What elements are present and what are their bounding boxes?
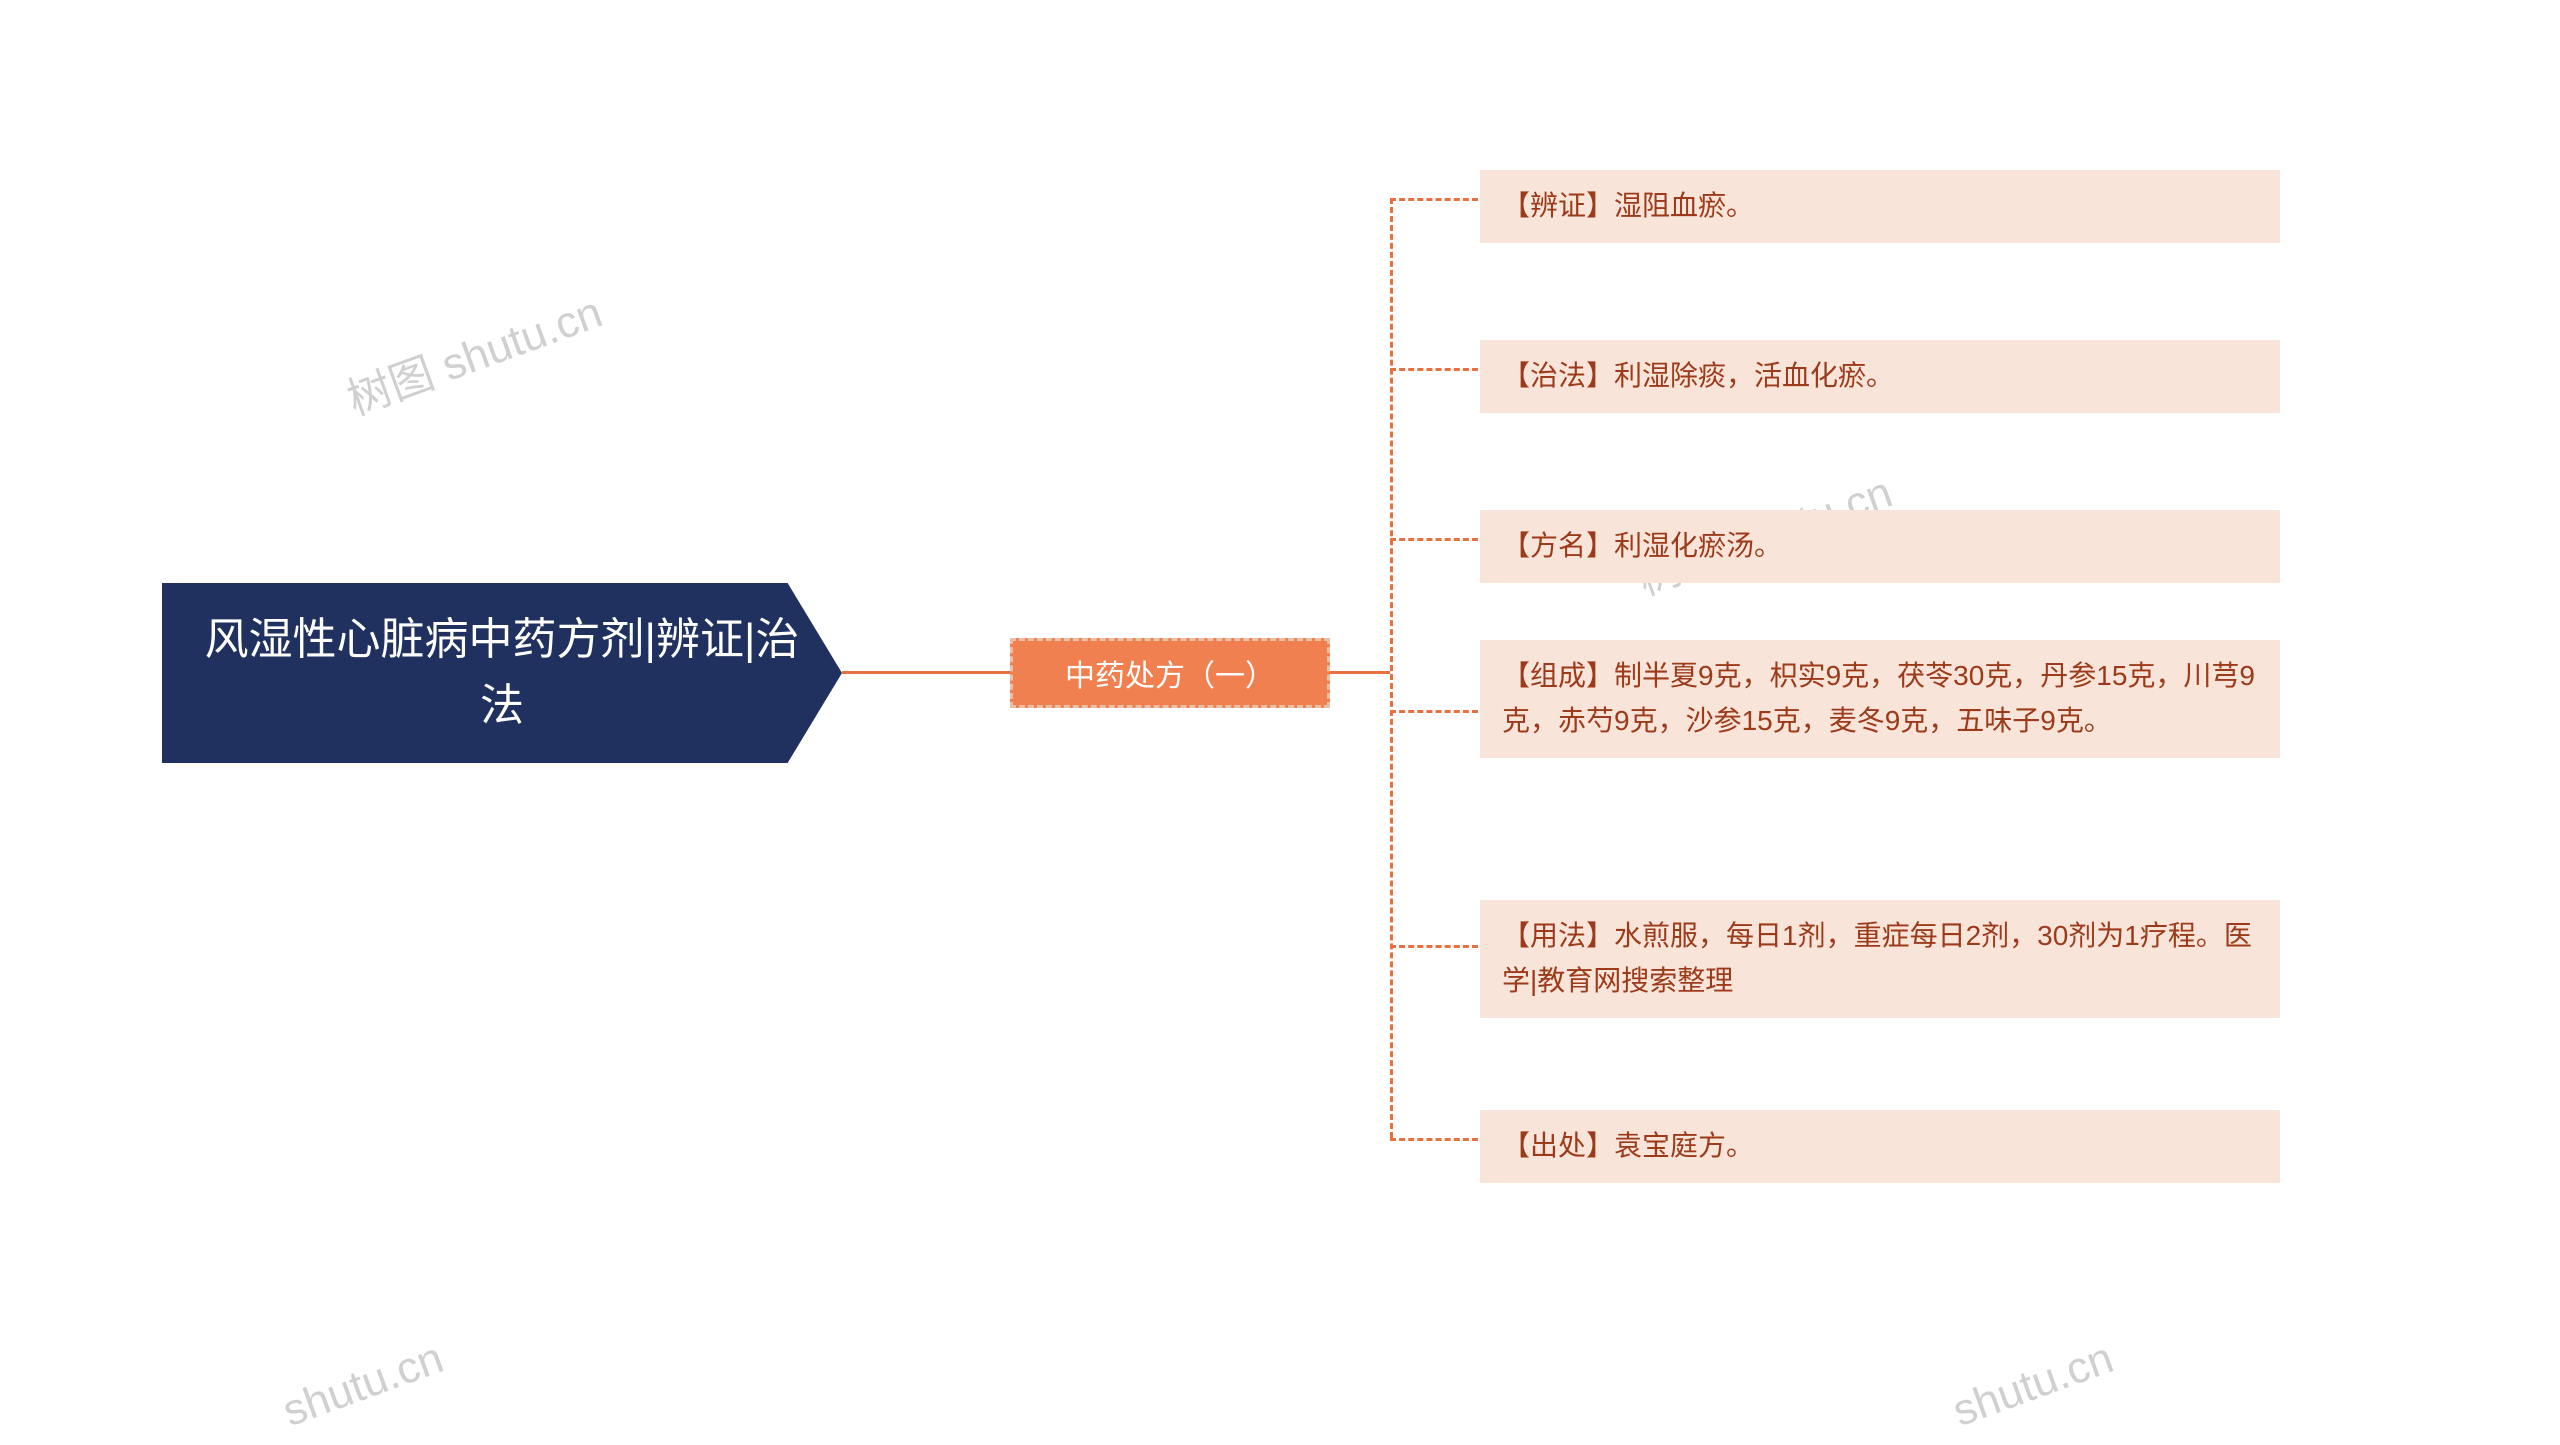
leaf-text: 【出处】袁宝庭方。	[1502, 1130, 1754, 1161]
leaf-text: 【组成】制半夏9克，枳实9克，茯苓30克，丹参15克，川芎9克，赤芍9克，沙参1…	[1502, 660, 2255, 736]
connector-vertical-trunk	[1390, 198, 1393, 1138]
leaf-text: 【方名】利湿化瘀汤。	[1502, 530, 1782, 561]
connector-mid-branch	[1330, 671, 1390, 674]
root-node: 风湿性心脏病中药方剂|辨证|治法	[162, 583, 842, 763]
connector-root-mid	[842, 671, 1010, 674]
connector-leaf-6	[1390, 1138, 1478, 1141]
leaf-node-4: 【组成】制半夏9克，枳实9克，茯苓30克，丹参15克，川芎9克，赤芍9克，沙参1…	[1480, 640, 2280, 758]
leaf-node-3: 【方名】利湿化瘀汤。	[1480, 510, 2280, 583]
leaf-node-5: 【用法】水煎服，每日1剂，重症每日2剂，30剂为1疗程。医学|教育网搜索整理	[1480, 900, 2280, 1018]
connector-leaf-2	[1390, 368, 1478, 371]
mid-node: 中药处方（一）	[1010, 638, 1330, 708]
connector-leaf-3	[1390, 538, 1478, 541]
watermark: shutu.cn	[276, 1333, 449, 1437]
mindmap-container: 树图 shutu.cn 树图 shutu.cn shutu.cn shutu.c…	[0, 0, 2560, 1445]
connector-leaf-5	[1390, 945, 1478, 948]
leaf-node-6: 【出处】袁宝庭方。	[1480, 1110, 2280, 1183]
root-node-text: 风湿性心脏病中药方剂|辨证|治法	[202, 607, 802, 739]
leaf-text: 【用法】水煎服，每日1剂，重症每日2剂，30剂为1疗程。医学|教育网搜索整理	[1502, 920, 2252, 996]
leaf-text: 【辨证】湿阻血瘀。	[1502, 190, 1754, 221]
connector-leaf-4	[1390, 710, 1478, 713]
watermark: 树图 shutu.cn	[337, 276, 609, 427]
connector-leaf-1	[1390, 198, 1478, 201]
leaf-text: 【治法】利湿除痰，活血化瘀。	[1502, 360, 1894, 391]
leaf-node-1: 【辨证】湿阻血瘀。	[1480, 170, 2280, 243]
mid-node-text: 中药处方（一）	[1065, 651, 1275, 695]
watermark: shutu.cn	[1946, 1333, 2119, 1437]
leaf-node-2: 【治法】利湿除痰，活血化瘀。	[1480, 340, 2280, 413]
